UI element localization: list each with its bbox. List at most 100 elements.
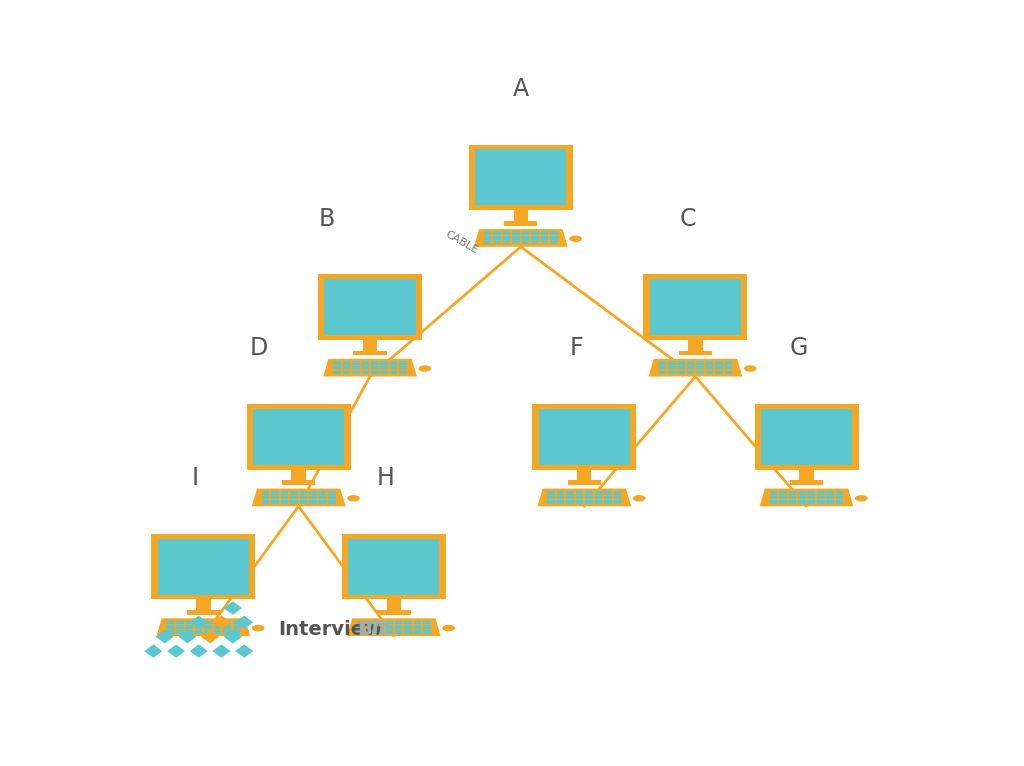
Bar	[548, 491, 555, 495]
Bar	[167, 625, 174, 629]
Bar	[205, 630, 212, 633]
Bar	[716, 362, 723, 365]
Bar	[817, 491, 824, 495]
Bar	[658, 362, 666, 365]
Bar	[205, 625, 212, 629]
Bar	[399, 371, 407, 374]
Bar	[318, 500, 326, 504]
Bar	[696, 371, 703, 374]
Bar	[679, 351, 712, 355]
Bar	[586, 491, 593, 495]
Bar	[800, 470, 814, 480]
Bar	[290, 491, 298, 495]
Bar	[318, 491, 326, 495]
Bar	[371, 362, 379, 365]
Bar	[484, 236, 492, 240]
Bar	[232, 630, 241, 633]
Bar	[395, 625, 402, 629]
Bar	[271, 500, 279, 504]
Bar	[253, 409, 344, 465]
Ellipse shape	[743, 365, 757, 372]
Bar	[557, 491, 564, 495]
Bar	[342, 534, 445, 600]
Bar	[531, 236, 539, 240]
Bar	[668, 366, 676, 369]
Bar	[318, 274, 422, 340]
Bar	[613, 496, 622, 499]
Bar	[271, 496, 279, 499]
Bar	[185, 625, 193, 629]
Bar	[706, 366, 714, 369]
Bar	[152, 534, 255, 600]
Bar	[469, 145, 572, 210]
Ellipse shape	[347, 495, 359, 502]
Bar	[725, 362, 732, 365]
Polygon shape	[224, 630, 242, 643]
Bar	[343, 371, 350, 374]
Bar	[214, 620, 221, 624]
Bar	[522, 231, 529, 235]
Bar	[381, 371, 388, 374]
Bar	[761, 409, 852, 465]
Bar	[385, 620, 393, 624]
Text: I: I	[191, 466, 199, 490]
Bar	[532, 404, 636, 470]
Bar	[817, 500, 824, 504]
Bar	[539, 409, 630, 465]
Bar	[352, 371, 359, 374]
Text: D: D	[250, 336, 268, 360]
Bar	[716, 366, 723, 369]
Bar	[381, 366, 388, 369]
Polygon shape	[178, 630, 197, 643]
Bar	[195, 620, 203, 624]
Polygon shape	[189, 616, 208, 629]
Bar	[586, 496, 593, 499]
Polygon shape	[212, 616, 230, 629]
Bar	[357, 620, 365, 624]
Polygon shape	[347, 618, 440, 636]
Bar	[678, 366, 685, 369]
Bar	[696, 362, 703, 365]
Bar	[247, 404, 350, 470]
Ellipse shape	[419, 365, 431, 372]
Bar	[575, 500, 584, 504]
Text: CABLE: CABLE	[443, 229, 479, 256]
Polygon shape	[648, 358, 742, 377]
Bar	[643, 274, 748, 340]
Bar	[385, 625, 393, 629]
Bar	[300, 496, 307, 499]
Bar	[223, 620, 230, 624]
Bar	[333, 371, 341, 374]
Bar	[281, 500, 288, 504]
Text: G: G	[790, 336, 808, 360]
Bar	[271, 491, 279, 495]
Text: A: A	[513, 77, 528, 101]
Bar	[550, 231, 558, 235]
Bar	[195, 625, 203, 629]
Bar	[826, 500, 834, 504]
Ellipse shape	[569, 235, 582, 242]
Bar	[361, 362, 369, 365]
Bar	[376, 625, 383, 629]
Bar	[361, 366, 369, 369]
Bar	[367, 630, 374, 633]
Bar	[687, 371, 694, 374]
Bar	[381, 362, 388, 365]
Bar	[214, 625, 221, 629]
Bar	[494, 236, 501, 240]
Bar	[475, 149, 566, 205]
Polygon shape	[236, 644, 253, 658]
Bar	[503, 231, 510, 235]
Bar	[399, 366, 407, 369]
Bar	[325, 279, 416, 336]
Bar	[716, 371, 723, 374]
Bar	[371, 366, 379, 369]
Bar	[158, 538, 249, 594]
Bar	[328, 500, 336, 504]
Bar	[788, 500, 796, 504]
Bar	[687, 366, 694, 369]
Bar	[678, 371, 685, 374]
Polygon shape	[157, 618, 250, 636]
Bar	[557, 496, 564, 499]
Bar	[300, 491, 307, 495]
